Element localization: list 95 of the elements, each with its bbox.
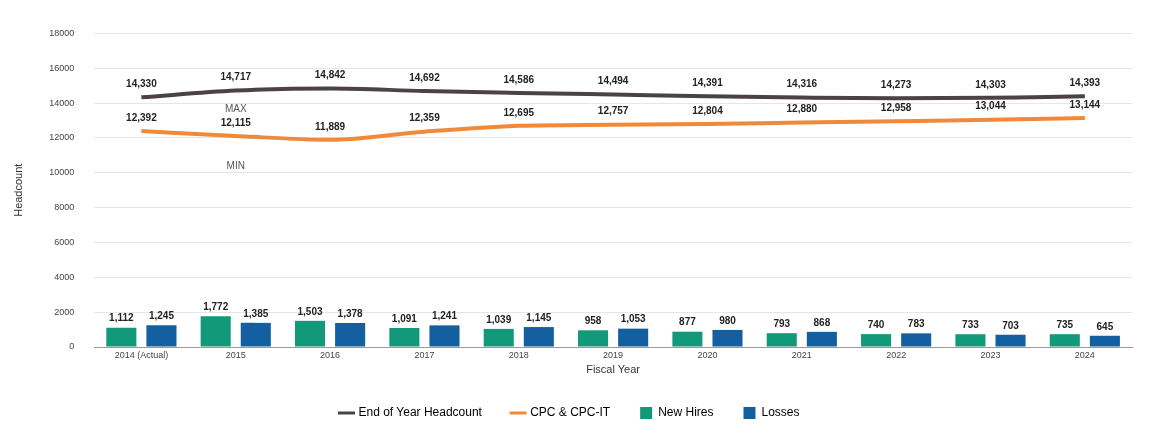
x-tick-label: 2018 — [508, 349, 529, 360]
data-label: 1,245 — [148, 310, 175, 322]
data-label: 11,889 — [315, 120, 346, 132]
bar — [672, 331, 703, 347]
data-label: 958 — [584, 315, 602, 327]
data-label: 783 — [907, 318, 925, 330]
legend-label: CPC & CPC-IT — [530, 405, 611, 420]
data-label: 13,044 — [975, 100, 1007, 112]
y-tick-label: 10000 — [49, 167, 75, 178]
bar — [389, 327, 420, 347]
bar — [995, 334, 1026, 347]
data-label: 1,241 — [431, 310, 458, 322]
bar — [146, 325, 177, 347]
data-label: 12,880 — [786, 103, 818, 115]
data-label: 12,695 — [503, 106, 535, 118]
data-label: 14,273 — [880, 79, 912, 91]
bar — [766, 333, 797, 347]
data-label: 12,392 — [126, 111, 158, 123]
y-tick-label: 16000 — [49, 62, 75, 73]
legend-label: Losses — [761, 405, 800, 420]
data-label: 12,359 — [409, 112, 441, 124]
data-label: 14,717 — [220, 71, 252, 83]
data-label: 14,586 — [503, 73, 535, 85]
bar — [106, 327, 137, 347]
y-tick-label: 18000 — [49, 27, 75, 38]
data-label: 1,112 — [109, 312, 135, 324]
data-label: 14,842 — [314, 69, 346, 81]
data-label: 703 — [1002, 319, 1020, 331]
y-tick-label: 12000 — [49, 132, 75, 143]
data-label: 12,757 — [597, 105, 629, 117]
data-label: 1,053 — [620, 313, 647, 325]
data-label: 1,503 — [297, 305, 323, 317]
bar — [1089, 335, 1120, 347]
bar — [578, 330, 609, 347]
data-label: 1,385 — [243, 307, 269, 319]
bar — [901, 333, 932, 347]
y-tick-label: 2000 — [54, 306, 75, 317]
data-label: 14,316 — [786, 78, 818, 90]
y-tick-label: 4000 — [54, 271, 75, 282]
x-tick-label: 2020 — [697, 349, 718, 360]
y-axis-title: Headcount — [11, 163, 24, 217]
bar — [712, 329, 743, 347]
data-label: 14,391 — [692, 77, 724, 89]
bar — [523, 327, 554, 347]
bar — [200, 316, 231, 347]
data-label: 980 — [719, 314, 737, 326]
bar — [295, 320, 326, 347]
x-tick-label: 2022 — [886, 349, 907, 360]
data-label: 14,692 — [409, 71, 441, 83]
data-label: 12,804 — [692, 104, 724, 116]
legend-label: New Hires — [658, 405, 714, 420]
bar — [240, 322, 271, 347]
data-label: 1,378 — [337, 307, 364, 319]
x-tick-label: 2016 — [320, 349, 341, 360]
x-tick-label: 2014 (Actual) — [114, 349, 169, 360]
data-label: 1,772 — [203, 300, 229, 312]
y-tick-label: 6000 — [54, 236, 75, 247]
bar — [335, 322, 366, 347]
data-label: 14,330 — [126, 78, 158, 90]
data-label: 13,144 — [1069, 98, 1101, 110]
data-label: 1,091 — [391, 312, 418, 324]
bar — [618, 328, 649, 347]
annotation: MAX — [224, 102, 247, 114]
annotation: MIN — [226, 159, 245, 171]
x-tick-label: 2023 — [980, 349, 1001, 360]
data-label: 868 — [813, 316, 831, 328]
data-label: 12,115 — [220, 116, 252, 128]
data-label: 877 — [679, 316, 697, 328]
data-label: 733 — [962, 318, 980, 330]
data-label: 12,958 — [880, 101, 912, 113]
data-label: 735 — [1056, 318, 1074, 330]
data-label: 645 — [1096, 320, 1114, 332]
bar — [483, 328, 514, 347]
y-tick-label: 8000 — [54, 202, 75, 213]
bar — [861, 334, 892, 347]
bar — [955, 334, 986, 347]
x-tick-label: 2024 — [1074, 349, 1095, 360]
y-tick-label: 14000 — [49, 97, 75, 108]
data-label: 740 — [867, 318, 885, 330]
data-label: 793 — [773, 317, 791, 329]
data-label: 1,145 — [526, 311, 552, 323]
x-tick-label: 2015 — [225, 349, 246, 360]
data-label: 14,303 — [975, 78, 1007, 90]
x-tick-label: 2021 — [791, 349, 812, 360]
x-tick-label: 2019 — [603, 349, 624, 360]
data-label: 14,494 — [597, 75, 629, 87]
bar — [429, 325, 460, 347]
x-axis-title: Fiscal Year — [586, 363, 641, 376]
data-label: 1,039 — [486, 313, 512, 325]
data-label: 14,393 — [1069, 76, 1101, 88]
bar — [1049, 334, 1080, 347]
x-tick-label: 2017 — [414, 349, 435, 360]
bar — [806, 331, 837, 347]
legend-label: End of Year Headcount — [358, 405, 483, 420]
y-tick-label: 0 — [69, 341, 75, 352]
